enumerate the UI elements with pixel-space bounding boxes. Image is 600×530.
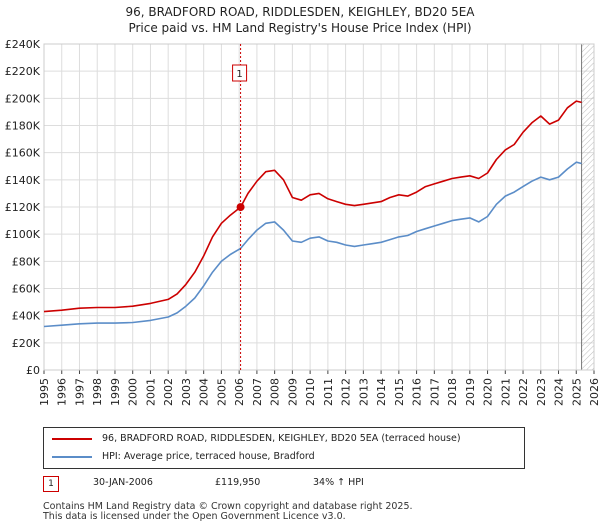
x-tick-label: 2014 (375, 378, 388, 406)
y-tick-label: £120K (5, 201, 41, 214)
footer-line2: This data is licensed under the Open Gov… (43, 511, 346, 522)
sale-badge: 1 (43, 476, 59, 492)
plot-frame (43, 43, 595, 371)
x-tick-label: 2022 (517, 378, 530, 406)
sale-marker-label: 1 (236, 69, 242, 80)
x-tick-label: 1997 (73, 378, 86, 406)
x-tick-label: 1995 (38, 378, 51, 406)
x-tick-label: 2000 (127, 378, 140, 406)
x-tick-label: 2013 (357, 378, 370, 406)
x-tick-label: 2025 (570, 378, 583, 406)
footer: Contains HM Land Registry data © Crown c… (43, 502, 413, 522)
x-tick-label: 2016 (411, 378, 424, 406)
x-tick-label: 1996 (56, 378, 69, 406)
x-tick-label: 2019 (464, 378, 477, 406)
x-tick-label: 2017 (428, 378, 441, 406)
x-tick-label: 2010 (304, 378, 317, 406)
sale-date: 30-JAN-2006 (93, 477, 153, 488)
y-tick-label: £140K (5, 174, 41, 187)
x-tick-label: 2009 (286, 378, 299, 406)
x-tick-label: 2015 (393, 378, 406, 406)
sale-marker-box (232, 64, 248, 82)
x-tick-label: 2006 (233, 378, 246, 406)
series-line-property (43, 100, 582, 313)
x-tick-label: 2012 (340, 378, 353, 406)
x-tick-label: 2020 (482, 378, 495, 406)
y-tick-label: £80K (12, 255, 41, 268)
y-tick-label: £240K (5, 38, 41, 51)
x-tick-label: 2005 (215, 378, 228, 406)
x-tick-label: 2003 (180, 378, 193, 406)
price-chart: £0 £20K £40K £60K £80K £100K £120K £140K £160K £1… (5, 38, 600, 406)
chart-title-line2: Price paid vs. HM Land Registry's House … (128, 21, 472, 35)
x-tick-label: 2001 (144, 378, 157, 406)
sale-row: 1 30-JAN-2006 £119,950 34% ↑ HPI (43, 476, 583, 494)
y-tick-label: £160K (5, 147, 41, 160)
chart-legend: 96, BRADFORD ROAD, RIDDLESDEN, KEIGHLEY,… (43, 427, 525, 469)
y-tick-label: £100K (5, 228, 41, 241)
y-tick-label: £20K (12, 337, 41, 350)
x-tick-label: 2018 (446, 378, 459, 406)
x-tick-label: 2011 (322, 378, 335, 406)
y-tick-label: £40K (12, 310, 41, 323)
series-line-hpi (43, 161, 582, 328)
y-tick-label: £180K (5, 120, 41, 133)
x-tick-label: 2026 (588, 378, 600, 406)
x-tick-label: 2004 (198, 378, 211, 406)
legend-swatch-hpi (52, 456, 92, 458)
x-tick-label: 2007 (251, 378, 264, 406)
legend-swatch-property (52, 438, 92, 440)
x-tick-label: 1999 (109, 378, 122, 406)
y-tick-label: £200K (5, 92, 41, 105)
x-tick-label: 2021 (499, 378, 512, 406)
future-hatch (581, 44, 594, 370)
x-tick-label: 2002 (162, 378, 175, 406)
y-tick-label: £0 (26, 364, 40, 377)
y-tick-label: £220K (5, 65, 41, 78)
sale-hpi-change: 34% ↑ HPI (313, 477, 364, 488)
legend-label-hpi: HPI: Average price, terraced house, Brad… (102, 451, 315, 462)
chart-title-line1: 96, BRADFORD ROAD, RIDDLESDEN, KEIGHLEY,… (125, 5, 475, 19)
sale-price: £119,950 (215, 477, 261, 488)
footer-line1: Contains HM Land Registry data © Crown c… (43, 501, 413, 512)
sale-marker-point (236, 203, 245, 212)
x-tick-label: 1998 (91, 378, 104, 406)
y-tick-label: £60K (12, 283, 41, 296)
x-tick-label: 2024 (553, 378, 566, 406)
x-tick-label: 2008 (269, 378, 282, 406)
x-tick-label: 2023 (535, 378, 548, 406)
legend-label-property: 96, BRADFORD ROAD, RIDDLESDEN, KEIGHLEY,… (102, 433, 461, 444)
